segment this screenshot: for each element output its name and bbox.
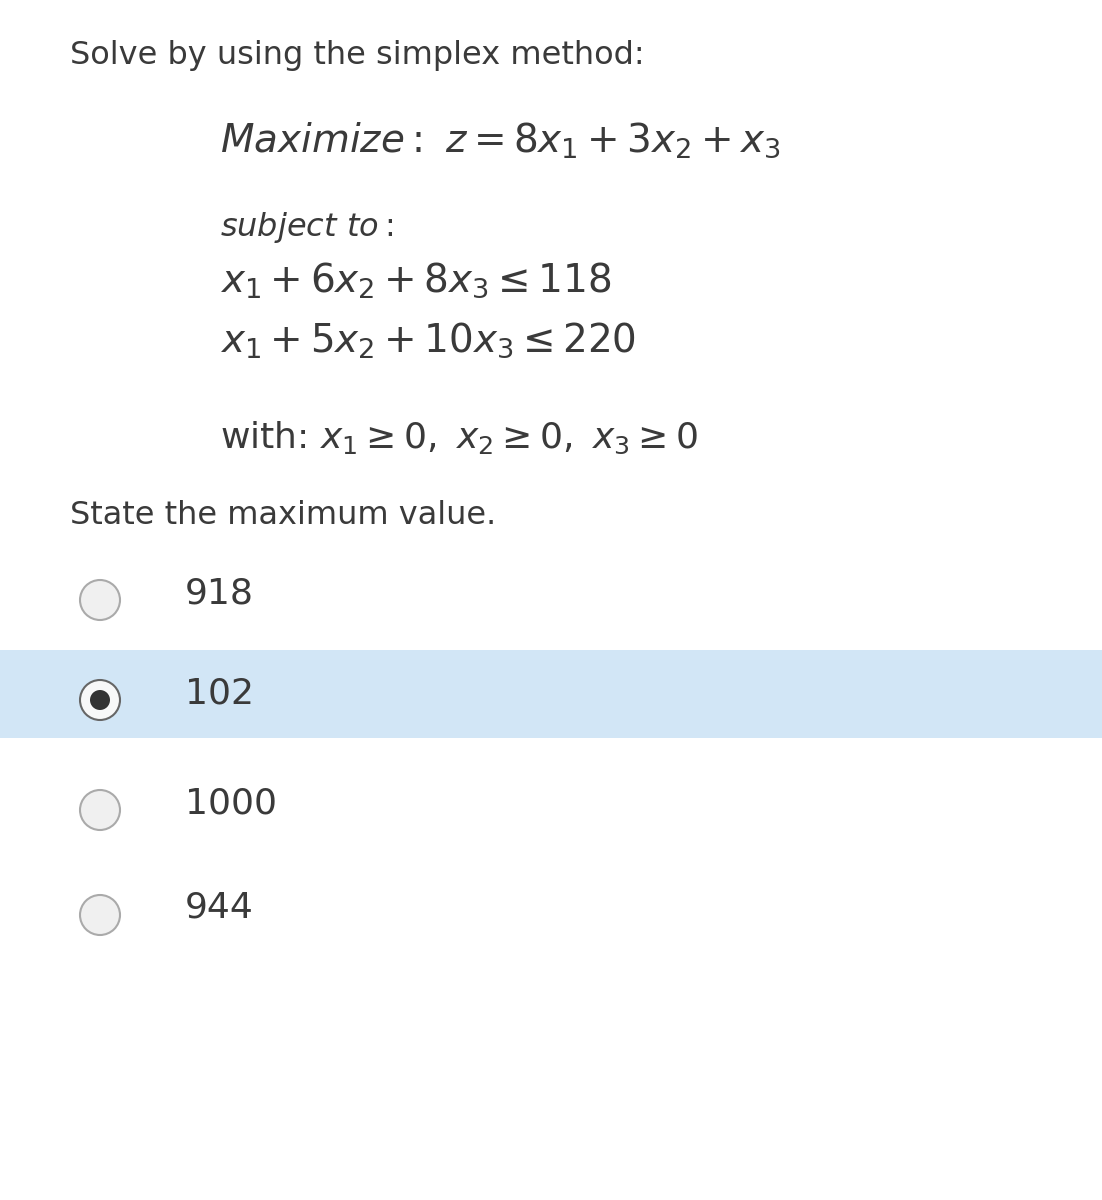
Circle shape: [80, 895, 120, 935]
Bar: [0, 650, 1102, 738]
Text: 944: 944: [185, 890, 253, 925]
Text: $\mathit{subject\ to:}$: $\mathit{subject\ to:}$: [220, 210, 393, 245]
Text: Solve by using the simplex method:: Solve by using the simplex method:: [71, 40, 645, 71]
Text: $x_1 + 5x_2 + 10x_3 \leq 220$: $x_1 + 5x_2 + 10x_3 \leq 220$: [220, 320, 636, 360]
Text: State the maximum value.: State the maximum value.: [71, 500, 496, 530]
Text: with: $x_1 \geq 0,\ x_2 \geq 0,\ x_3 \geq 0$: with: $x_1 \geq 0,\ x_2 \geq 0,\ x_3 \ge…: [220, 420, 698, 456]
Circle shape: [80, 580, 120, 620]
Text: $x_1 + 6x_2 + 8x_3 \leq 118$: $x_1 + 6x_2 + 8x_3 \leq 118$: [220, 260, 612, 300]
Circle shape: [90, 690, 110, 710]
Text: 102: 102: [185, 676, 253, 710]
Text: $\mathit{Maximize:}\ z = 8x_1 + 3x_2 + x_3$: $\mathit{Maximize:}\ z = 8x_1 + 3x_2 + x…: [220, 120, 781, 160]
Text: 1000: 1000: [185, 786, 277, 820]
Text: 918: 918: [185, 576, 253, 610]
Circle shape: [80, 790, 120, 830]
Circle shape: [80, 680, 120, 720]
